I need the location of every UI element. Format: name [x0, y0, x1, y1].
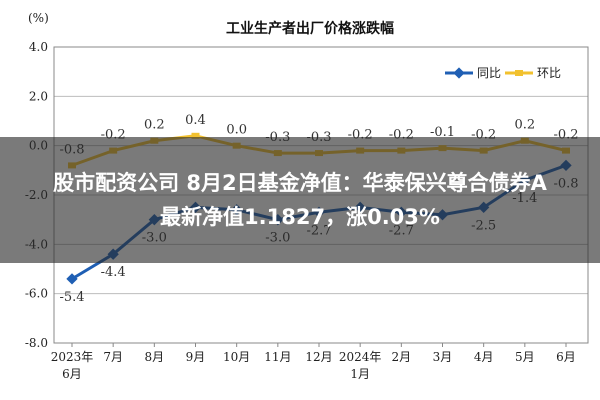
x-tick-labels: 2023年 6月 7月 8月 9月 10月 11月 12月 2024年 1月 2月 3月 4月 5月 6月: [51, 350, 576, 381]
x-tick-label-line: 1月: [350, 367, 370, 381]
x-tick-label-line: 10月: [223, 350, 250, 364]
x-tick-label-line: 4月: [474, 350, 494, 364]
y-axis-unit: (%): [28, 11, 49, 25]
data-label: 0.4: [185, 113, 206, 128]
x-tick-label: 12月: [305, 350, 332, 364]
x-tick-label: 6月: [556, 350, 576, 364]
x-tick-label-line: 2月: [392, 350, 412, 364]
y-tick-label: -8.0: [25, 336, 48, 350]
x-tick-label-line: 11月: [264, 350, 291, 364]
data-label: -5.4: [59, 290, 84, 305]
legend: 同比 环比: [445, 66, 561, 80]
legend-label: 同比: [477, 66, 501, 80]
x-tick-label: 5月: [515, 350, 535, 364]
x-tick-label: 7月: [103, 350, 123, 364]
x-tick-label-line: 2023年: [51, 350, 94, 364]
data-label: -0.1: [430, 125, 455, 140]
x-tick-label: 4月: [474, 350, 494, 364]
series-2-point: [191, 132, 200, 139]
x-tick-label: 2月: [392, 350, 412, 364]
overlay-headline: 股市配资公司 8月2日基金净值：华泰保兴尊合债券A: [53, 171, 547, 195]
legend-label: 环比: [537, 66, 561, 80]
x-tick-label-line: 6月: [62, 367, 82, 381]
y-tick-label: -6.0: [25, 287, 48, 301]
x-tick-label: 9月: [186, 350, 206, 364]
chart-title: 工业生产者出厂价格涨跌幅: [226, 20, 394, 37]
overlay-subline: 最新净值1.1827，涨0.03%: [160, 205, 440, 229]
y-tick-label: 2.0: [29, 89, 48, 103]
x-tick-label: 2023年 6月: [51, 350, 94, 381]
x-tick-label-line: 9月: [186, 350, 206, 364]
x-tick-label-line: 8月: [145, 350, 165, 364]
x-tick-label: 10月: [223, 350, 250, 364]
x-tick-label-line: 6月: [556, 350, 576, 364]
x-tick-label-line: 5月: [515, 350, 535, 364]
data-label: 0.2: [514, 118, 535, 133]
legend-marker-1: [453, 67, 465, 79]
x-tick-label: 11月: [264, 350, 291, 364]
data-label: 0.2: [144, 118, 165, 133]
x-tick-label: 2024年 1月: [339, 350, 382, 381]
x-tick-label: 3月: [433, 350, 453, 364]
x-tick-label-line: 12月: [305, 350, 332, 364]
data-label: -4.4: [101, 265, 126, 280]
news-overlay-banner: 股市配资公司 8月2日基金净值：华泰保兴尊合债券A 最新净值1.1827，涨0.…: [0, 137, 600, 263]
y-tick-label: 4.0: [29, 40, 48, 54]
data-label: 0.0: [226, 123, 247, 138]
x-tick-label: 8月: [145, 350, 165, 364]
x-tick-label-line: 3月: [433, 350, 453, 364]
x-tick-label-line: 7月: [103, 350, 123, 364]
x-tick-label-line: 2024年: [339, 350, 382, 364]
legend-marker-2: [515, 70, 523, 76]
